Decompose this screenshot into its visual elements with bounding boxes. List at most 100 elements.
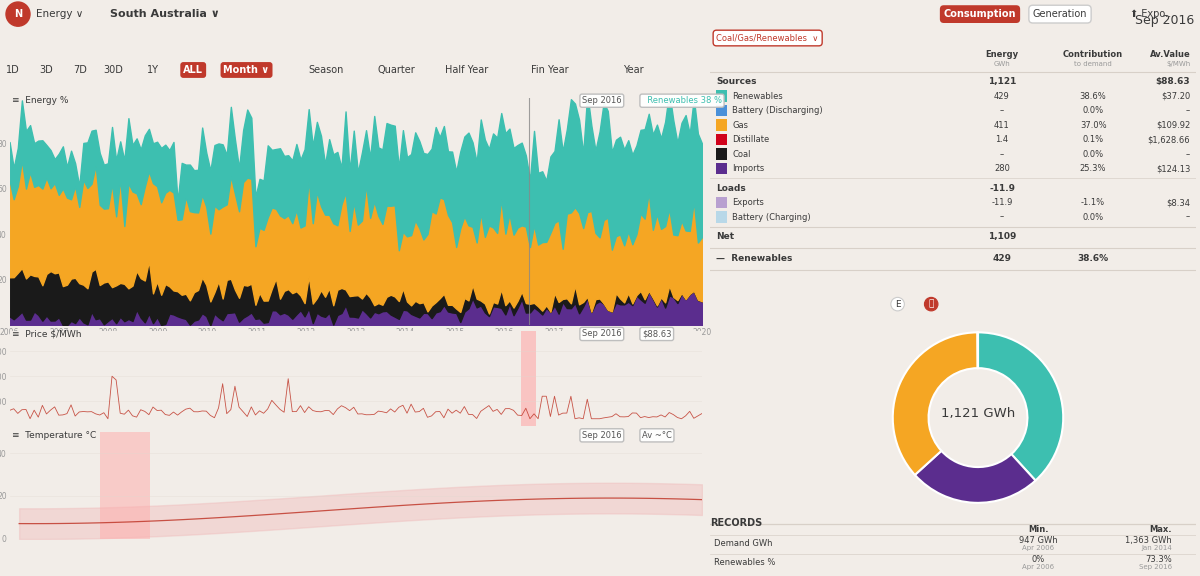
Text: Fin Year: Fin Year [530,65,569,75]
Text: $1,628.66: $1,628.66 [1147,135,1190,144]
Text: –: – [1000,106,1004,115]
Text: ⏻: ⏻ [929,300,934,309]
Text: Quarter: Quarter [378,65,415,75]
Text: Sep 2016: Sep 2016 [582,329,622,339]
Wedge shape [914,451,1036,503]
Text: -11.9: -11.9 [989,184,1015,192]
Text: 429: 429 [992,255,1012,263]
Text: 30D: 30D [103,65,124,75]
Text: Generation: Generation [1033,9,1087,19]
Text: Season: Season [308,65,344,75]
Text: Year: Year [623,65,643,75]
Text: ≡  Temperature °C: ≡ Temperature °C [12,431,96,440]
Text: to demand: to demand [1074,61,1112,67]
Text: Min.: Min. [1028,525,1049,534]
Text: E: E [895,300,900,309]
Text: 7D: 7D [73,65,86,75]
Text: $88.63: $88.63 [1156,77,1190,86]
Bar [101,432,150,539]
Text: -11.9: -11.9 [991,198,1013,207]
Text: Half Year: Half Year [445,65,488,75]
Text: -1.1%: -1.1% [1081,198,1105,207]
Text: Energy ∨: Energy ∨ [36,9,83,19]
Text: Distillate: Distillate [732,135,769,144]
Text: 37.0%: 37.0% [1080,120,1106,130]
Text: Battery (Charging): Battery (Charging) [732,213,811,222]
Text: Net: Net [716,232,734,241]
Text: Gas: Gas [732,120,749,130]
Text: –: – [1186,213,1190,222]
FancyBboxPatch shape [716,197,727,208]
FancyBboxPatch shape [716,134,727,145]
Text: $8.34: $8.34 [1166,198,1190,207]
Text: 38.6%: 38.6% [1080,92,1106,101]
Text: Imports: Imports [732,164,764,173]
Text: 1,363 GWh: 1,363 GWh [1126,536,1172,545]
Text: N: N [14,9,22,19]
Text: 411: 411 [994,120,1010,130]
Text: 280: 280 [994,164,1010,173]
Text: $37.20: $37.20 [1162,92,1190,101]
Text: Renewables %: Renewables % [714,558,775,567]
Text: 1,121 GWh: 1,121 GWh [941,407,1015,420]
Text: RECORDS: RECORDS [710,517,763,528]
Text: –: – [1186,150,1190,158]
Text: 1D: 1D [6,65,20,75]
Text: ≡  Energy %: ≡ Energy % [12,96,68,105]
Text: ≡  Price $/MWh: ≡ Price $/MWh [12,329,82,339]
Text: Month ∨: Month ∨ [223,65,270,75]
FancyBboxPatch shape [716,149,727,160]
Text: Renewables 38 %: Renewables 38 % [642,96,722,105]
Text: $124.13: $124.13 [1156,164,1190,173]
Text: 73.3%: 73.3% [1145,555,1172,564]
Text: Consumption: Consumption [943,9,1016,19]
Text: Sep 2016: Sep 2016 [582,431,622,440]
Text: 38.6%: 38.6% [1078,255,1109,263]
Text: 3D: 3D [40,65,54,75]
Text: 1,121: 1,121 [988,77,1016,86]
Text: ⬆ Expo...: ⬆ Expo... [1130,9,1174,19]
Text: 25.3%: 25.3% [1080,164,1106,173]
Text: Av ~°C: Av ~°C [642,431,672,440]
Text: –: – [1000,213,1004,222]
Text: Sep 2016: Sep 2016 [1139,564,1172,570]
Text: Renewables: Renewables [732,92,784,101]
Text: –: – [1000,150,1004,158]
Text: 0.0%: 0.0% [1082,213,1104,222]
Text: 0.0%: 0.0% [1082,150,1104,158]
Text: $/MWh: $/MWh [1166,61,1190,67]
Text: Battery (Discharging): Battery (Discharging) [732,106,823,115]
Wedge shape [978,332,1063,480]
FancyBboxPatch shape [716,211,727,223]
Text: 1,109: 1,109 [988,232,1016,241]
Text: Contribution: Contribution [1063,50,1123,59]
Wedge shape [893,332,978,475]
Text: —  Renewables: — Renewables [716,255,793,263]
Text: Sep 2016: Sep 2016 [1135,14,1194,27]
Text: Coal: Coal [732,150,751,158]
Text: Apr 2006: Apr 2006 [1022,564,1055,570]
Text: Sep 2016: Sep 2016 [582,96,622,105]
FancyBboxPatch shape [716,163,727,175]
Text: Max.: Max. [1150,525,1172,534]
Text: 429: 429 [994,92,1010,101]
Text: 0%: 0% [1032,555,1045,564]
Text: Loads: Loads [716,184,746,192]
Text: 947 GWh: 947 GWh [1019,536,1057,545]
Text: 1Y: 1Y [148,65,160,75]
FancyBboxPatch shape [716,90,727,102]
Text: Energy: Energy [985,50,1019,59]
Text: Coal/Gas/Renewables  ∨: Coal/Gas/Renewables ∨ [716,33,818,43]
Text: Jan 2014: Jan 2014 [1141,545,1172,551]
Text: –: – [1186,106,1190,115]
Circle shape [6,2,30,26]
Text: 0.0%: 0.0% [1082,106,1104,115]
Text: Av.Value: Av.Value [1150,50,1190,59]
Text: South Australia ∨: South Australia ∨ [110,9,220,19]
Text: Sources: Sources [716,77,757,86]
Bar [522,331,536,426]
Text: 0.1%: 0.1% [1082,135,1104,144]
FancyBboxPatch shape [716,105,727,116]
Text: $109.92: $109.92 [1156,120,1190,130]
Text: Demand GWh: Demand GWh [714,539,773,548]
